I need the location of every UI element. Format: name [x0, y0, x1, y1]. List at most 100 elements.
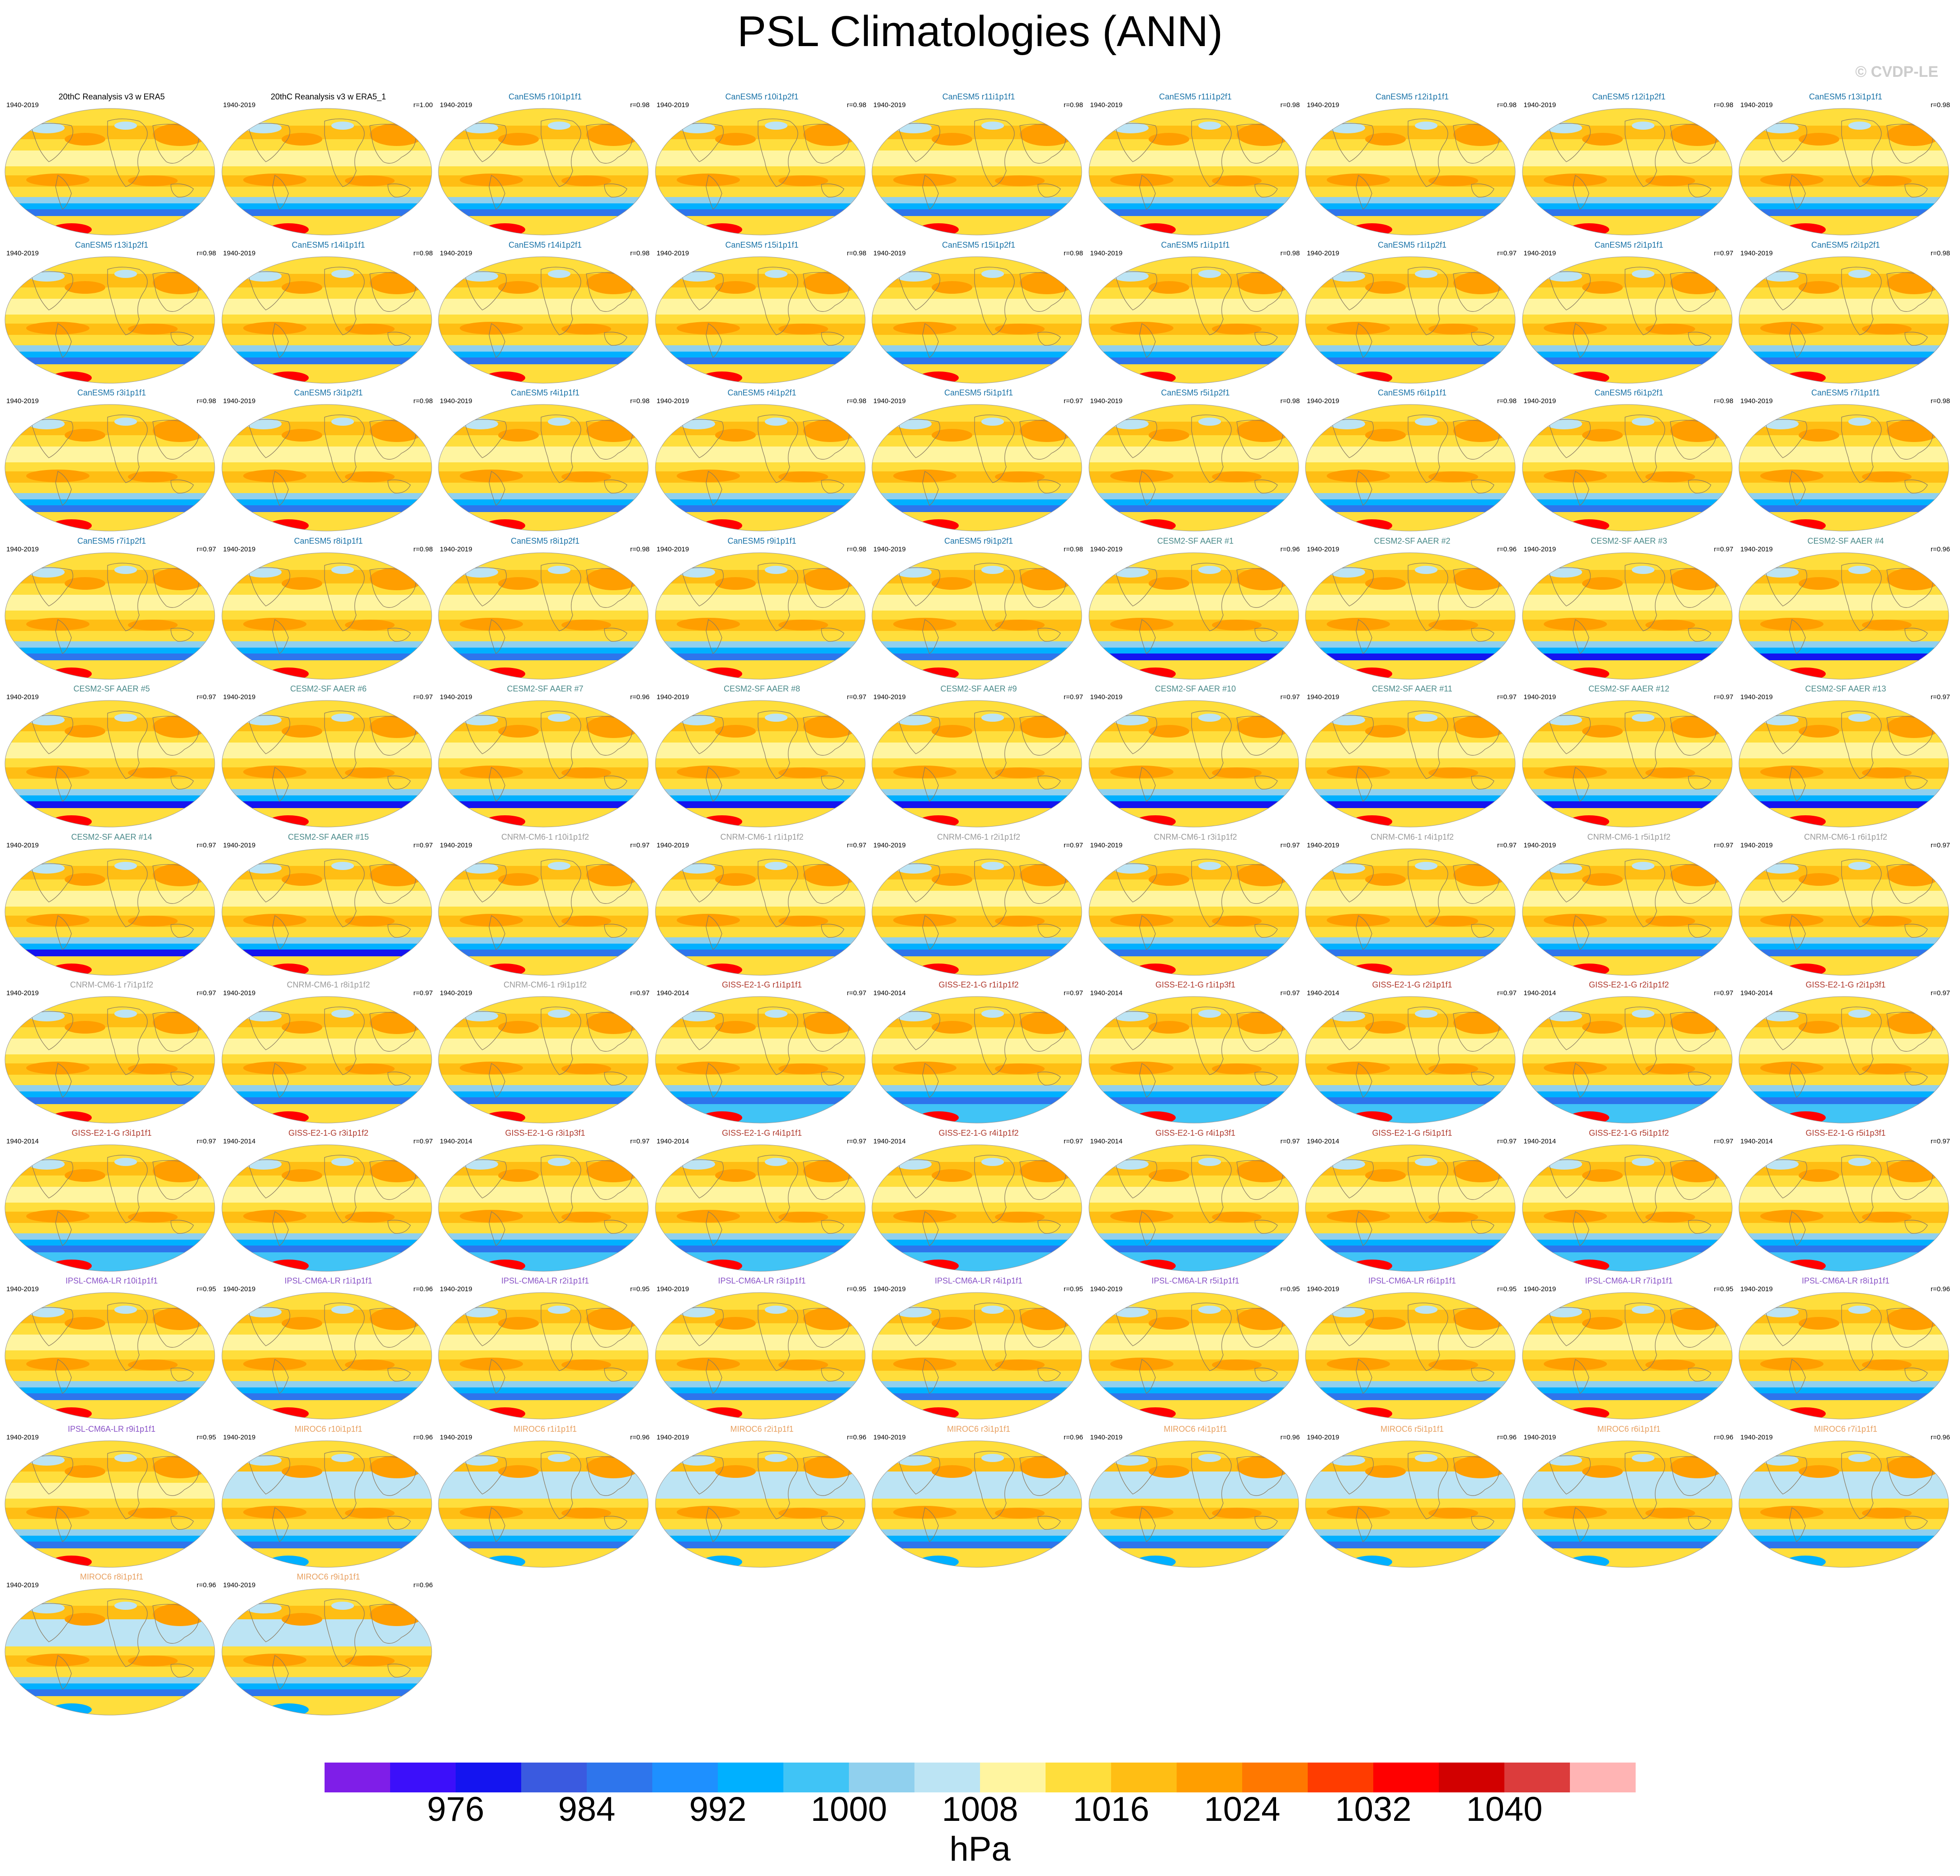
- panel-title: CESM2-SF AAER #10: [1154, 684, 1236, 693]
- map-panel: CanESM5 r6i1p2f1 1940-2019 r=0.98: [1521, 386, 1737, 531]
- psl-map: [5, 1144, 215, 1271]
- panel-years: 1940-2019: [440, 101, 472, 109]
- panel-years: 1940-2019: [440, 1285, 472, 1293]
- panel-title: CanESM5 r12i1p2f1: [1592, 92, 1666, 101]
- panel-correlation: r=0.97: [1497, 841, 1517, 849]
- psl-map: [221, 404, 432, 531]
- panel-title: CNRM-CM6-1 r3i1p1f2: [1154, 832, 1237, 842]
- psl-map: [1522, 1440, 1732, 1567]
- panel-years: 1940-2019: [223, 545, 256, 553]
- psl-map: [655, 1292, 865, 1420]
- map-panel: MIROC6 r8i1p1f1 1940-2019 r=0.96: [4, 1570, 220, 1716]
- panel-correlation: r=0.97: [1497, 249, 1517, 257]
- panel-title: IPSL-CM6A-LR r10i1p1f1: [65, 1276, 158, 1285]
- map-panel: CanESM5 r8i1p1f1 1940-2019 r=0.98: [221, 535, 437, 679]
- panel-title: CanESM5 r11i1p2f1: [1159, 92, 1232, 101]
- panel-title: CNRM-CM6-1 r9i1p1f2: [503, 980, 587, 989]
- panel-years: 1940-2014: [223, 1137, 256, 1145]
- map-panel: CanESM5 r1i1p2f1 1940-2019 r=0.97: [1304, 239, 1520, 383]
- map-panel: CanESM5 r15i1p1f1 1940-2019 r=0.98: [654, 239, 870, 383]
- map-panel: MIROC6 r7i1p1f1 1940-2019 r=0.96: [1738, 1423, 1954, 1567]
- map-panel: MIROC6 r10i1p1f1 1940-2019 r=0.96: [221, 1423, 437, 1567]
- psl-map: [1088, 552, 1299, 679]
- psl-map: [438, 552, 649, 679]
- map-panel: CESM2-SF AAER #2 1940-2019 r=0.96: [1304, 535, 1520, 679]
- psl-map: [438, 1440, 649, 1567]
- panel-title: MIROC6 r2i1p1f1: [730, 1424, 794, 1434]
- panel-correlation: r=0.97: [1497, 1137, 1517, 1145]
- psl-map: [438, 108, 649, 235]
- map-panel: CanESM5 r11i1p1f1 1940-2019 r=0.98: [871, 90, 1087, 235]
- map-panel: CanESM5 r12i1p2f1 1940-2019 r=0.98: [1521, 90, 1737, 235]
- map-panel: CanESM5 r6i1p1f1 1940-2019 r=0.98: [1304, 386, 1520, 531]
- panel-correlation: r=0.97: [413, 693, 433, 701]
- panel-years: 1940-2019: [1307, 693, 1339, 701]
- colorbar-swatch: [849, 1763, 915, 1792]
- panel-title: GISS-E2-1-G r2i1p1f1: [1372, 980, 1452, 989]
- panel-title: CanESM5 r5i1p2f1: [1161, 388, 1230, 397]
- panel-correlation: r=0.97: [1280, 841, 1300, 849]
- panel-correlation: r=0.98: [1064, 545, 1083, 553]
- panel-title: 20thC Reanalysis v3 w ERA5_1: [270, 92, 386, 101]
- panel-title: CanESM5 r13i1p2f1: [75, 240, 149, 249]
- panel-title: IPSL-CM6A-LR r3i1p1f1: [718, 1276, 806, 1285]
- panel-correlation: r=0.95: [197, 1285, 216, 1293]
- psl-map: [1088, 996, 1299, 1124]
- colorbar-swatch: [914, 1763, 980, 1792]
- panel-years: 1940-2019: [1523, 841, 1556, 849]
- psl-map: [438, 404, 649, 531]
- panel-correlation: r=0.96: [1280, 545, 1300, 553]
- psl-map: [1522, 1292, 1732, 1420]
- panel-correlation: r=0.97: [847, 693, 867, 701]
- panel-correlation: r=0.97: [1714, 693, 1734, 701]
- colorbar-units: hPa: [949, 1830, 1011, 1868]
- panel-years: 1940-2019: [656, 249, 689, 257]
- psl-map: [872, 552, 1082, 679]
- panel-years: 1940-2019: [656, 545, 689, 553]
- psl-map: [1305, 1292, 1516, 1420]
- panel-title: CESM2-SF AAER #1: [1157, 536, 1234, 545]
- panel-title: MIROC6 r1i1p1f1: [513, 1424, 577, 1434]
- psl-map: [1305, 996, 1516, 1124]
- panel-years: 1940-2019: [440, 397, 472, 405]
- map-panel: CESM2-SF AAER #7 1940-2019 r=0.96: [437, 682, 653, 828]
- panel-correlation: r=0.97: [630, 841, 650, 849]
- panel-title: CanESM5 r14i1p1f1: [292, 240, 365, 249]
- psl-map: [221, 108, 432, 235]
- map-panel: CNRM-CM6-1 r5i1p1f2 1940-2019 r=0.97: [1521, 831, 1737, 975]
- colorbar-tick-label: 1040: [1466, 1790, 1543, 1829]
- psl-map: [438, 256, 649, 383]
- colorbar-tick-label: 1000: [810, 1790, 887, 1829]
- panel-years: 1940-2014: [656, 1137, 689, 1145]
- panel-correlation: r=0.97: [1064, 397, 1083, 405]
- map-panel: IPSL-CM6A-LR r2i1p1f1 1940-2019 r=0.95: [437, 1274, 653, 1420]
- panel-correlation: r=0.97: [847, 989, 867, 997]
- map-panel: CESM2-SF AAER #5 1940-2019 r=0.97: [4, 682, 220, 828]
- panel-correlation: r=0.98: [1497, 397, 1517, 405]
- panel-years: 1940-2019: [1307, 1433, 1339, 1441]
- panel-title: MIROC6 r3i1p1f1: [947, 1424, 1011, 1434]
- panel-years: 1940-2019: [1090, 249, 1123, 257]
- psl-map: [872, 108, 1082, 235]
- panel-correlation: r=0.95: [1714, 1285, 1734, 1293]
- psl-map: [438, 1292, 649, 1420]
- psl-map: [655, 108, 865, 235]
- panel-title: CESM2-SF AAER #5: [73, 684, 150, 693]
- panel-title: GISS-E2-1-G r4i1p1f1: [721, 1128, 802, 1138]
- map-panel: MIROC6 r6i1p1f1 1940-2019 r=0.96: [1521, 1423, 1737, 1567]
- panel-title: IPSL-CM6A-LR r2i1p1f1: [501, 1276, 589, 1285]
- psl-map: [1088, 1292, 1299, 1420]
- psl-map: [5, 404, 215, 531]
- map-panel: GISS-E2-1-G r1i1p1f1 1940-2014 r=0.97: [654, 978, 870, 1124]
- panel-correlation: r=0.98: [847, 101, 867, 109]
- panel-title: GISS-E2-1-G r4i1p3f1: [1155, 1128, 1236, 1138]
- map-panel: IPSL-CM6A-LR r1i1p1f1 1940-2019 r=0.96: [221, 1274, 437, 1420]
- panel-correlation: r=0.98: [1064, 101, 1083, 109]
- panel-years: 1940-2019: [223, 1433, 256, 1441]
- panel-years: 1940-2019: [1307, 841, 1339, 849]
- psl-map: [438, 848, 649, 975]
- map-panel: CanESM5 r2i1p1f1 1940-2019 r=0.97: [1521, 239, 1737, 383]
- colorbar-tick-label: 976: [427, 1790, 485, 1829]
- panel-years: 1940-2019: [1740, 693, 1773, 701]
- psl-map: [1305, 552, 1516, 679]
